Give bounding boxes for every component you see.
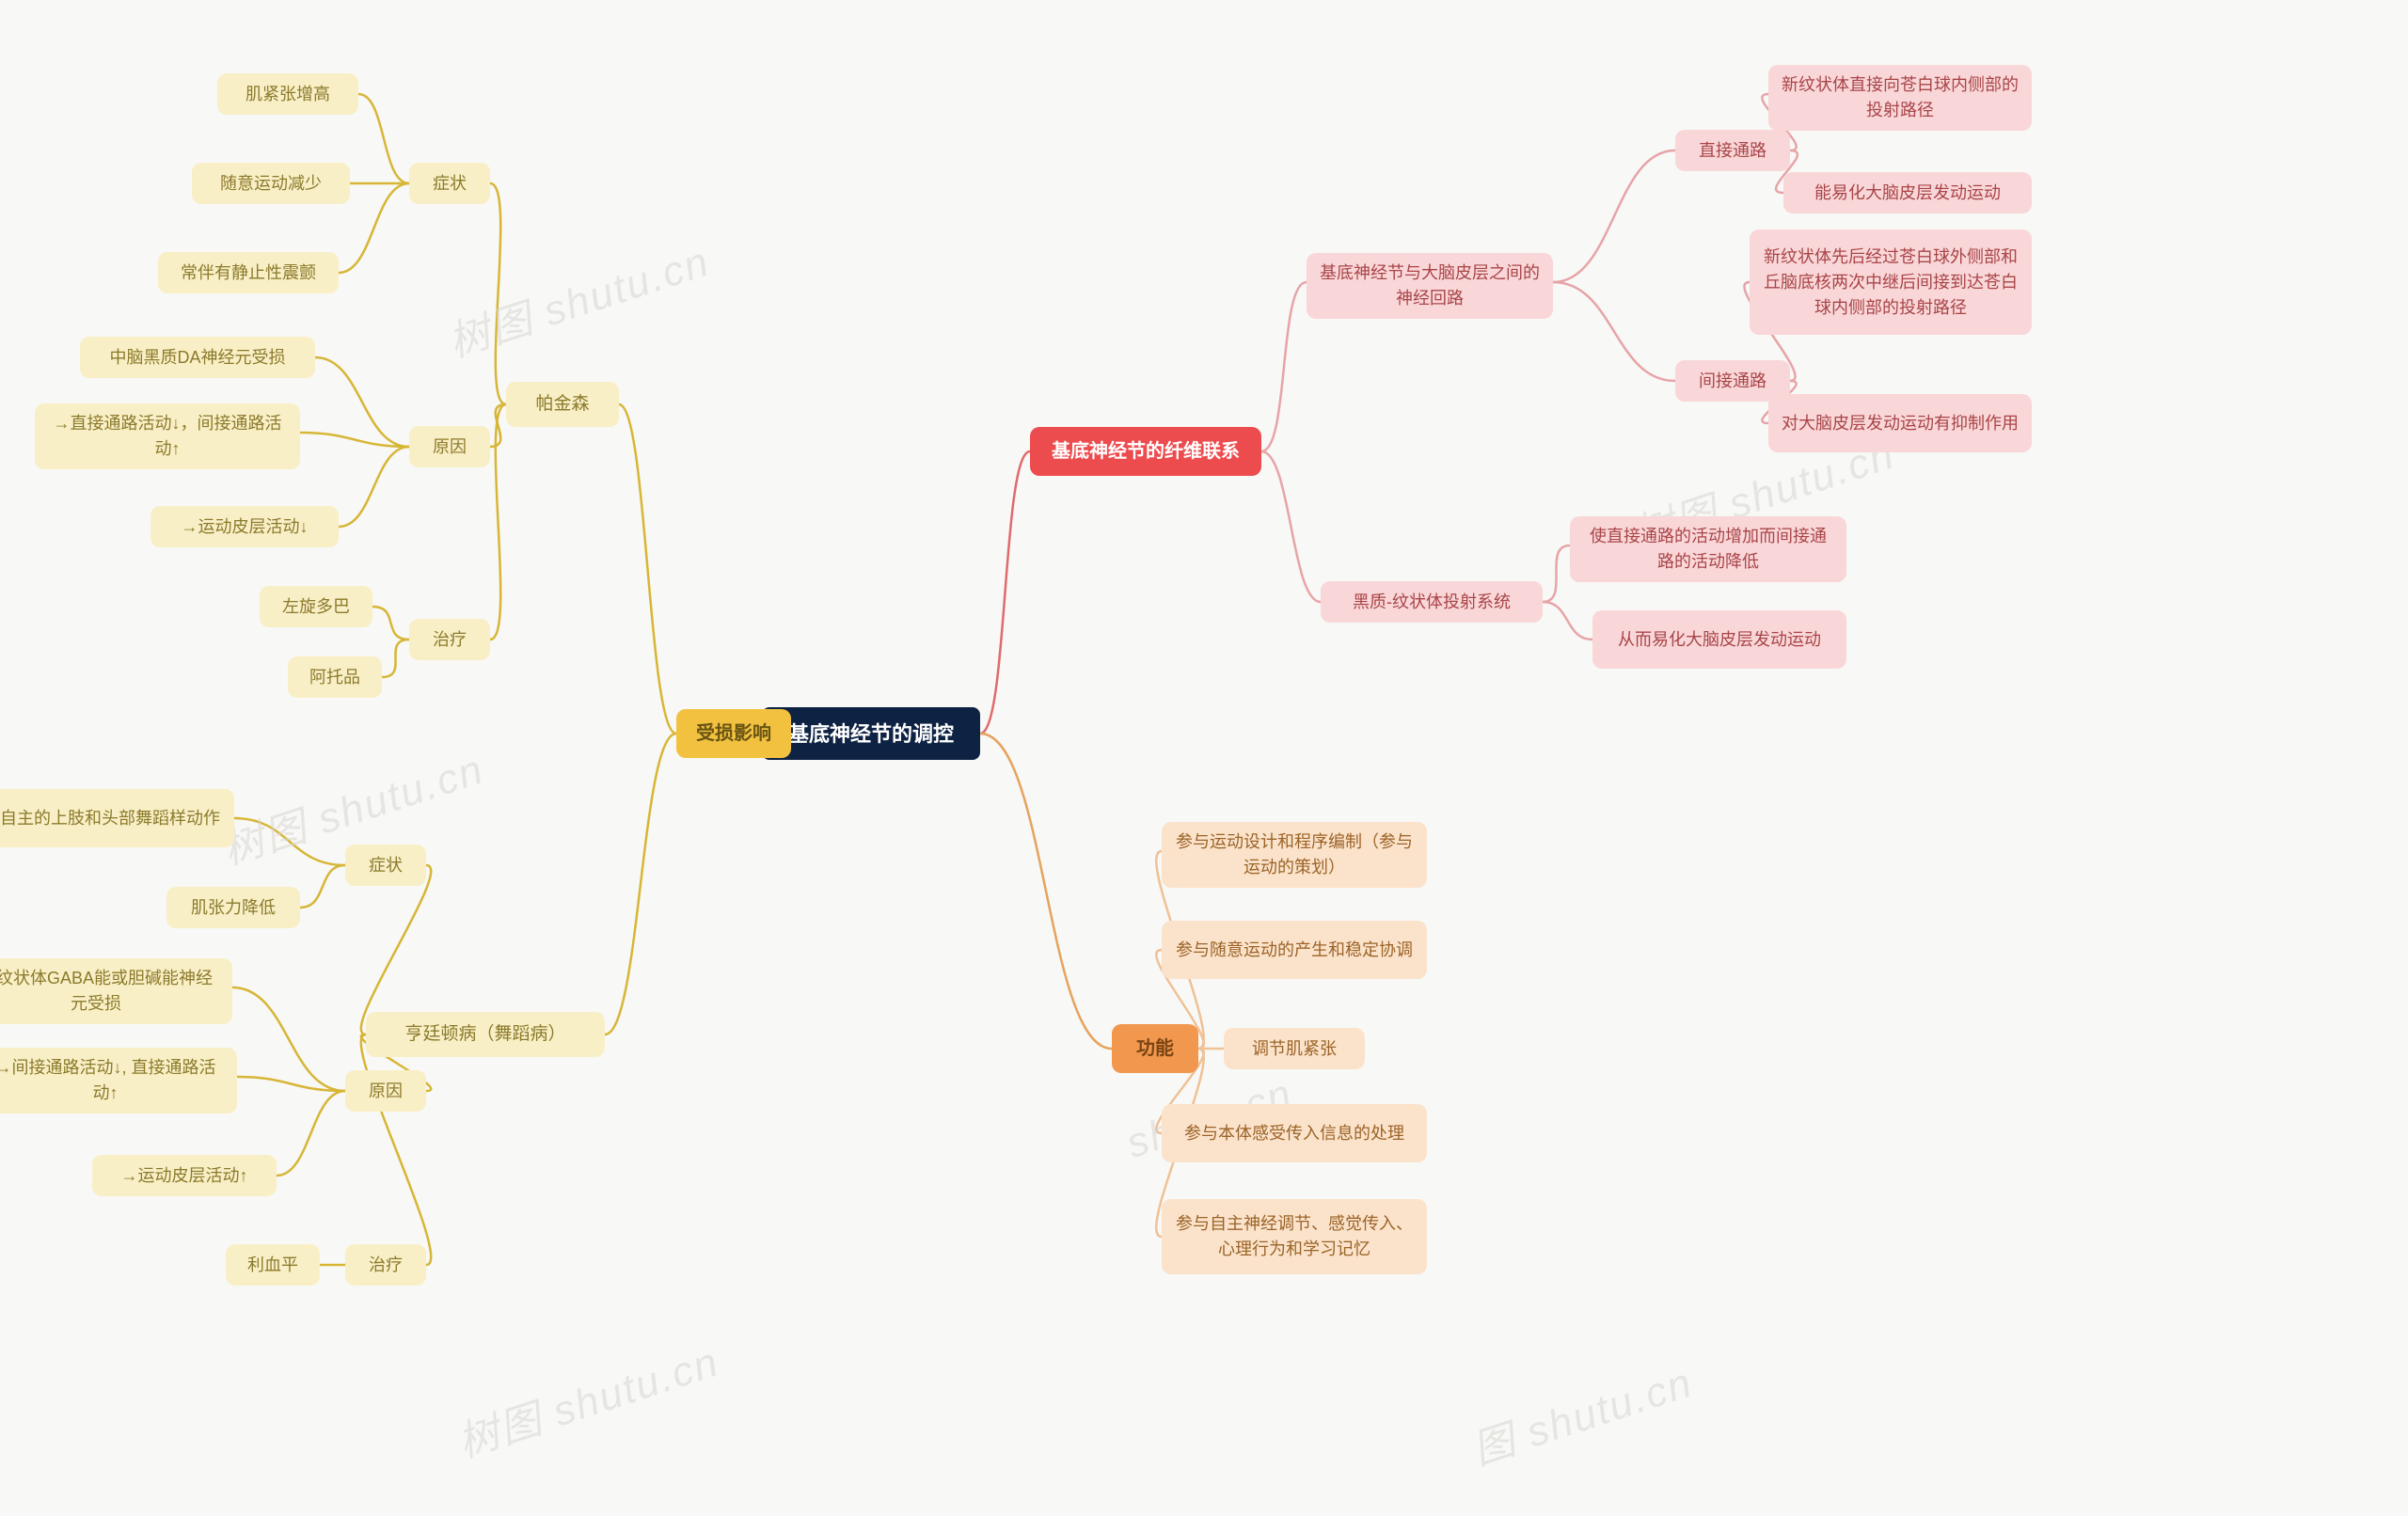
node-h_treat1[interactable]: 利血平	[226, 1244, 320, 1286]
watermark: 树图 shutu.cn	[439, 228, 716, 369]
node-fiber[interactable]: 基底神经节的纤维联系	[1030, 427, 1261, 476]
node-circuit[interactable]: 基底神经节与大脑皮层之间的神经回路	[1307, 253, 1553, 319]
node-h_cause[interactable]: 原因	[345, 1070, 426, 1112]
node-h_sym1[interactable]: 不自主的上肢和头部舞蹈样动作	[0, 789, 234, 847]
node-func5[interactable]: 参与自主神经调节、感觉传入、心理行为和学习记忆	[1162, 1199, 1427, 1274]
node-parkinson[interactable]: 帕金森	[506, 382, 619, 427]
node-h_cause2[interactable]: →间接通路活动↓, 直接通路活动↑	[0, 1048, 237, 1113]
node-sn2[interactable]: 从而易化大脑皮层发动运动	[1592, 610, 1846, 669]
node-sn[interactable]: 黑质-纹状体投射系统	[1321, 581, 1543, 623]
mindmap-canvas: 树图 shutu.cn树图 shutu.cn树图 shutu.cn树图 shut…	[0, 0, 2408, 1516]
node-huntington[interactable]: 亨廷顿病（舞蹈病）	[366, 1012, 605, 1057]
node-p_cause2[interactable]: →直接通路活动↓，间接通路活动↑	[35, 403, 300, 469]
node-root[interactable]: 基底神经节的调控	[762, 707, 980, 760]
node-p_cause3[interactable]: →运动皮层活动↓	[150, 506, 339, 547]
node-direct2[interactable]: 能易化大脑皮层发动运动	[1783, 172, 2032, 213]
node-func2[interactable]: 参与随意运动的产生和稳定协调	[1162, 921, 1427, 979]
node-p_sym2[interactable]: 随意运动减少	[192, 163, 350, 204]
node-p_treat1[interactable]: 左旋多巴	[260, 586, 372, 627]
node-func[interactable]: 功能	[1112, 1024, 1198, 1073]
node-h_cause3[interactable]: →运动皮层活动↑	[92, 1155, 277, 1196]
node-direct[interactable]: 直接通路	[1675, 130, 1790, 171]
node-p_treat[interactable]: 治疗	[409, 619, 490, 660]
node-indirect1[interactable]: 新纹状体先后经过苍白球外侧部和丘脑底核两次中继后间接到达苍白球内侧部的投射路径	[1750, 229, 2032, 335]
node-p_sym1[interactable]: 肌紧张增高	[217, 73, 358, 115]
node-p_sym[interactable]: 症状	[409, 163, 490, 204]
node-func3[interactable]: 调节肌紧张	[1224, 1028, 1365, 1069]
node-p_sym3[interactable]: 常伴有静止性震颤	[158, 252, 339, 293]
node-h_cause1[interactable]: 新纹状体GABA能或胆碱能神经元受损	[0, 958, 232, 1024]
node-damage[interactable]: 受损影响	[676, 709, 791, 758]
node-h_treat[interactable]: 治疗	[345, 1244, 426, 1286]
node-func4[interactable]: 参与本体感受传入信息的处理	[1162, 1104, 1427, 1162]
node-sn1[interactable]: 使直接通路的活动增加而间接通路的活动降低	[1570, 516, 1846, 582]
node-indirect2[interactable]: 对大脑皮层发动运动有抑制作用	[1768, 394, 2032, 452]
node-h_sym[interactable]: 症状	[345, 845, 426, 886]
node-p_cause[interactable]: 原因	[409, 426, 490, 467]
watermark: 图 shutu.cn	[1464, 1349, 1699, 1477]
watermark: 树图 shutu.cn	[449, 1328, 725, 1469]
node-h_sym2[interactable]: 肌张力降低	[166, 887, 300, 928]
node-func1[interactable]: 参与运动设计和程序编制（参与运动的策划）	[1162, 822, 1427, 888]
node-direct1[interactable]: 新纹状体直接向苍白球内侧部的投射路径	[1768, 65, 2032, 131]
node-p_cause1[interactable]: 中脑黑质DA神经元受损	[80, 337, 315, 378]
node-p_treat2[interactable]: 阿托品	[288, 656, 382, 698]
link-layer	[0, 0, 2408, 1516]
